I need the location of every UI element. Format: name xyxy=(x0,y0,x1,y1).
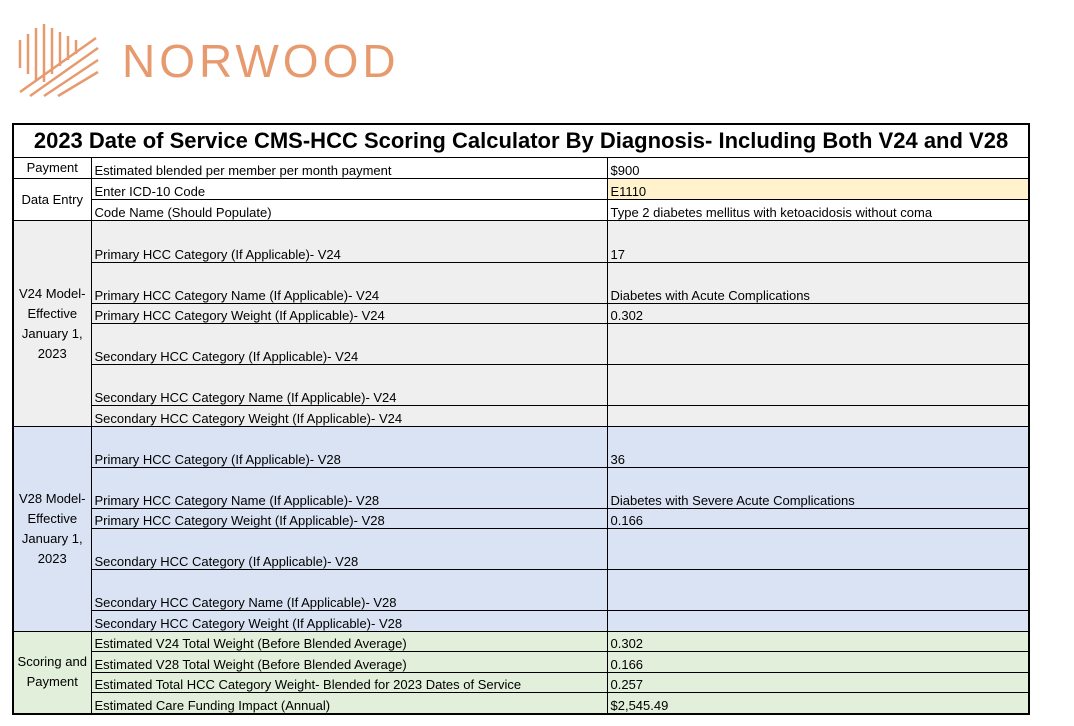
row-label: Primary HCC Category Name (If Applicable… xyxy=(90,467,608,509)
row-value: Diabetes with Acute Complications xyxy=(606,262,1030,304)
row-label: Primary HCC Category (If Applicable)- V2… xyxy=(90,426,608,468)
table-row: Estimated Total HCC Category Weight- Ble… xyxy=(13,672,1030,693)
row-label: Estimated V24 Total Weight (Before Blend… xyxy=(90,631,608,652)
row-label: Estimated blended per member per month p… xyxy=(90,157,608,179)
table-row: Scoring and Payment Estimated V24 Total W… xyxy=(12,631,1030,714)
table-row: Data Entry Enter ICD-10 Code E1110 xyxy=(12,178,1030,221)
calculator-table: 2023 Date of Service CMS-HCC Scoring Cal… xyxy=(12,123,1031,715)
row-value: Type 2 diabetes mellitus with ketoacidos… xyxy=(606,199,1030,221)
table-row: Payment Estimated blended per member per … xyxy=(12,157,1030,179)
row-label: Primary HCC Category (If Applicable)- V2… xyxy=(90,220,608,263)
row-value: 0.302 xyxy=(606,303,1030,324)
title-row: 2023 Date of Service CMS-HCC Scoring Cal… xyxy=(12,123,1030,158)
table-row: V28 Model-Effective January 1, 2023 Prima… xyxy=(12,426,1030,632)
row-value: E1110 xyxy=(606,178,1030,200)
table-row: Secondary HCC Category Name (If Applicab… xyxy=(13,569,1030,611)
table-row: Estimated Care Funding Impact (Annual) $2… xyxy=(13,692,1030,714)
row-label: Estimated Care Funding Impact (Annual) xyxy=(90,692,608,714)
row-value: 36 xyxy=(606,426,1030,468)
row-label: Secondary HCC Category Name (If Applicab… xyxy=(90,364,608,406)
table-row: Secondary HCC Category (If Applicable)- … xyxy=(13,528,1030,570)
brand-name: NORWOOD xyxy=(122,35,400,87)
row-label: Secondary HCC Category Weight (If Applic… xyxy=(90,610,608,632)
row-label: Estimated Total HCC Category Weight- Ble… xyxy=(90,672,608,693)
row-label: Enter ICD-10 Code xyxy=(90,178,608,200)
row-value xyxy=(606,364,1030,406)
table-row: Code Name (Should Populate) Type 2 diabet… xyxy=(13,199,1030,221)
row-value xyxy=(606,323,1030,365)
row-value: $2,545.49 xyxy=(606,692,1030,714)
row-value: 0.257 xyxy=(606,672,1030,693)
section-label: V24 Model-Effective January 1, 2023 xyxy=(12,220,92,427)
logo-icon xyxy=(18,24,99,98)
row-value: 17 xyxy=(606,220,1030,263)
table-row: V24 Model-Effective January 1, 2023 Prima… xyxy=(12,220,1030,427)
row-value: 0.302 xyxy=(606,631,1030,652)
table-row: Secondary HCC Category Weight (If Applic… xyxy=(13,610,1030,632)
table-row: Secondary HCC Category Weight (If Applic… xyxy=(13,405,1030,427)
row-value: 0.166 xyxy=(606,508,1030,529)
table-row: Estimated V28 Total Weight (Before Blend… xyxy=(13,651,1030,673)
row-value: Diabetes with Severe Acute Complications xyxy=(606,467,1030,509)
row-value xyxy=(606,528,1030,570)
row-label: Secondary HCC Category Weight (If Applic… xyxy=(90,405,608,427)
row-label: Secondary HCC Category (If Applicable)- … xyxy=(90,323,608,365)
row-value xyxy=(606,405,1030,427)
table-row: Primary HCC Category Weight (If Applicab… xyxy=(13,303,1030,324)
row-label: Code Name (Should Populate) xyxy=(90,199,608,221)
table-row: Primary HCC Category Name (If Applicable… xyxy=(13,467,1030,509)
row-label: Primary HCC Category Name (If Applicable… xyxy=(90,262,608,304)
row-label: Primary HCC Category Weight (If Applicab… xyxy=(90,303,608,324)
table-row: Secondary HCC Category Name (If Applicab… xyxy=(13,364,1030,406)
section-label: Data Entry xyxy=(12,178,92,221)
row-value: $900 xyxy=(606,157,1030,179)
row-value xyxy=(606,569,1030,611)
table-title: 2023 Date of Service CMS-HCC Scoring Cal… xyxy=(12,123,1030,158)
table-row: Primary HCC Category Weight (If Applicab… xyxy=(13,508,1030,529)
section-label: Payment xyxy=(12,157,92,179)
section-label: V28 Model-Effective January 1, 2023 xyxy=(12,426,92,632)
section-label: Scoring and Payment xyxy=(12,631,92,714)
row-value: 0.166 xyxy=(606,651,1030,673)
table-row: Primary HCC Category Name (If Applicable… xyxy=(13,262,1030,304)
row-label: Primary HCC Category Weight (If Applicab… xyxy=(90,508,608,529)
row-label: Secondary HCC Category (If Applicable)- … xyxy=(90,528,608,570)
row-label: Estimated V28 Total Weight (Before Blend… xyxy=(90,651,608,673)
row-label: Secondary HCC Category Name (If Applicab… xyxy=(90,569,608,611)
table-row: Secondary HCC Category (If Applicable)- … xyxy=(13,323,1030,365)
row-value xyxy=(606,610,1030,632)
